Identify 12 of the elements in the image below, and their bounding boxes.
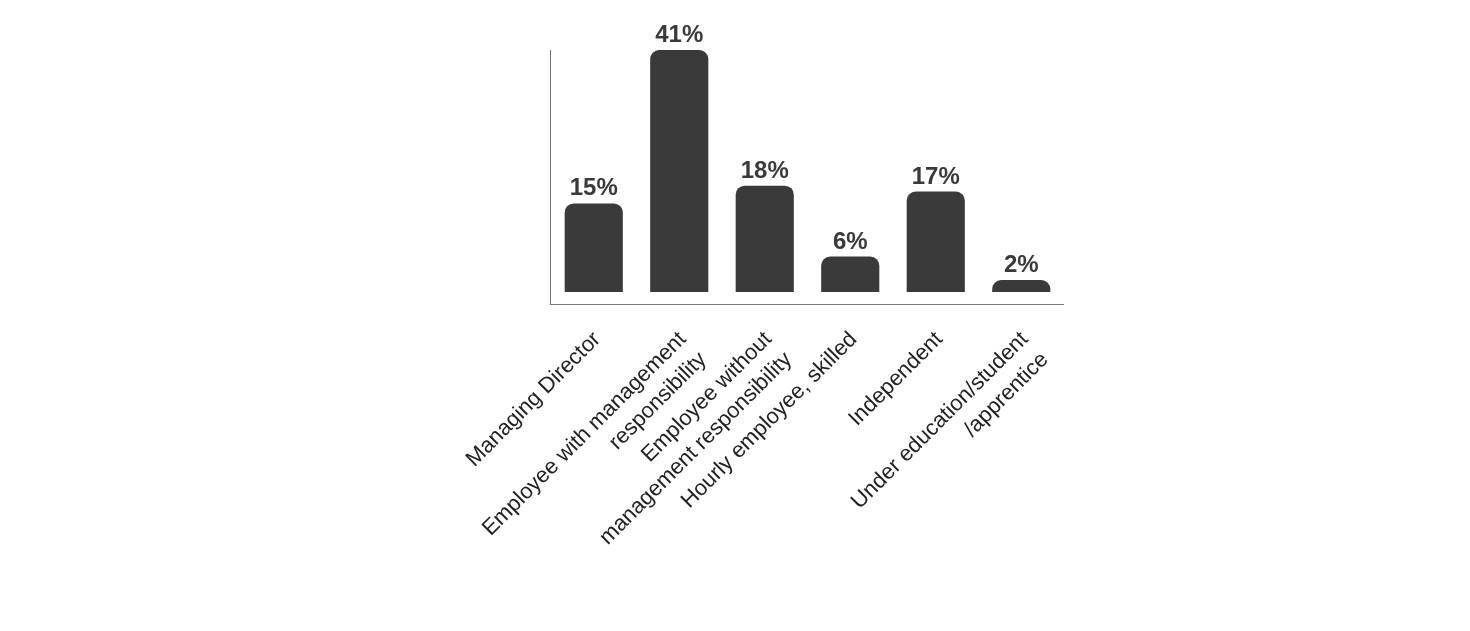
data-label: 17%: [911, 161, 960, 189]
bar: [821, 256, 880, 292]
bar: [992, 280, 1051, 292]
bar: [650, 50, 709, 292]
bar: [735, 185, 794, 292]
bar: [906, 191, 965, 292]
data-label: 6%: [832, 226, 868, 254]
data-label: 15%: [569, 173, 618, 201]
data-label: 2%: [1003, 250, 1039, 278]
bar: [564, 203, 623, 292]
data-label: 18%: [740, 155, 789, 183]
data-label: 41%: [655, 20, 704, 47]
